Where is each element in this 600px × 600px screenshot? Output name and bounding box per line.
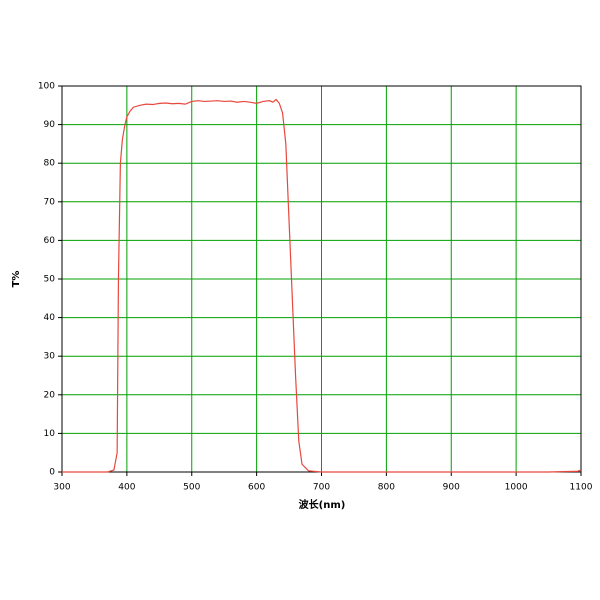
y-tick-label: 20 xyxy=(44,390,56,400)
x-tick-label: 900 xyxy=(443,483,460,493)
x-axis-title: 波长(nm) xyxy=(299,498,346,511)
y-tick-label: 40 xyxy=(44,313,56,323)
x-tick-label: 600 xyxy=(248,483,265,493)
y-tick-label: 70 xyxy=(44,197,56,207)
y-tick-label: 30 xyxy=(44,352,56,362)
y-tick-label: 60 xyxy=(44,236,56,246)
y-tick-label: 0 xyxy=(49,468,55,478)
data-line xyxy=(62,98,582,473)
x-tick-label: 1100 xyxy=(570,483,593,493)
x-tick-label: 500 xyxy=(183,483,200,493)
y-tick-label: 100 xyxy=(38,82,55,92)
y-axis-title: T% xyxy=(11,271,22,288)
x-tick-label: 700 xyxy=(313,483,330,493)
y-tick-label: 10 xyxy=(44,429,56,439)
y-tick-label: 80 xyxy=(44,159,56,169)
x-tick-label: 400 xyxy=(118,483,135,493)
x-tick-label: 800 xyxy=(378,483,395,493)
x-tick-label: 300 xyxy=(53,483,70,493)
x-tick-label: 1000 xyxy=(505,483,528,493)
y-tick-label: 50 xyxy=(44,275,56,285)
y-tick-label: 90 xyxy=(44,120,56,130)
